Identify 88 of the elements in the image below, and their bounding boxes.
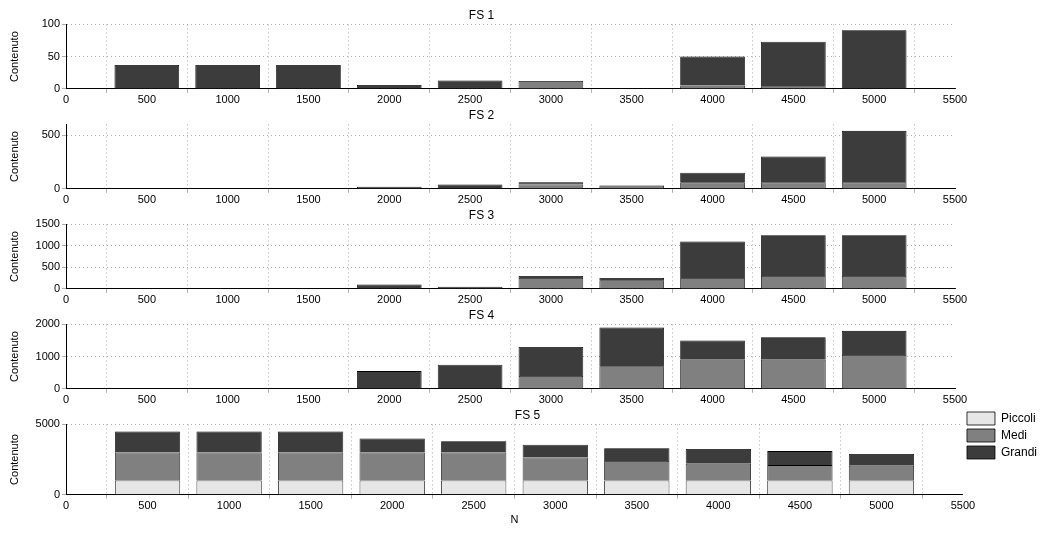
x-tick-label: 1500: [296, 93, 321, 106]
x-tick-label: 1000: [216, 499, 242, 512]
y-axis-title: Contenuto: [7, 331, 20, 382]
y-tick-label: 100: [41, 17, 60, 30]
y-tick-label: 0: [53, 81, 60, 94]
y-axis-title: Contenuto: [7, 131, 20, 182]
x-axis-title: N: [510, 513, 519, 526]
x-tick-label: 3500: [624, 499, 650, 512]
x-tick-label: 4000: [706, 499, 731, 512]
x-tick-label: 3500: [619, 93, 644, 106]
x-tick-label: 1500: [296, 393, 321, 406]
y-tick-label: 1000: [35, 349, 60, 362]
x-tick-label: 4500: [781, 193, 806, 206]
x-tick-label: 3000: [538, 93, 564, 106]
x-tick-label: 4000: [700, 93, 725, 106]
legend-label: Medi: [1000, 427, 1027, 442]
x-tick-label: 1500: [298, 499, 323, 512]
y-tick-label: 500: [41, 260, 60, 273]
x-tick-label: 1500: [296, 293, 321, 306]
x-tick-label: 1000: [215, 193, 240, 206]
x-tick-label: 4500: [781, 393, 806, 406]
x-tick-label: 4000: [700, 293, 725, 306]
x-tick-label: 3000: [538, 293, 564, 306]
y-tick-label: 5000: [35, 417, 60, 430]
x-tick-label: 4000: [700, 393, 725, 406]
x-tick-label: 500: [137, 393, 156, 406]
x-tick-label: 2000: [377, 93, 402, 106]
x-tick-label: 5000: [861, 293, 887, 306]
y-axis-title: Contenuto: [7, 434, 20, 485]
y-tick-label: 500: [41, 128, 60, 141]
x-tick-label: 2500: [461, 499, 486, 512]
x-tick-label: 1500: [296, 193, 321, 206]
y-tick-label: 2000: [35, 317, 60, 330]
chart-title: FS 1: [468, 7, 495, 22]
x-tick-label: 4000: [700, 193, 725, 206]
x-tick-label: 500: [137, 93, 156, 106]
x-tick-label: 3000: [543, 499, 568, 512]
x-tick-label: 4500: [781, 293, 806, 306]
x-tick-label: 1000: [215, 393, 240, 406]
x-tick-label: 4500: [787, 499, 813, 512]
y-axis-title: Contenuto: [7, 31, 20, 82]
legend-label: Grandi: [1000, 444, 1038, 459]
x-tick-label: 3000: [538, 193, 564, 206]
x-tick-label: 5500: [942, 193, 968, 206]
x-tick-label: 500: [137, 293, 156, 306]
x-tick-label: 0: [62, 193, 70, 206]
x-tick-label: 5000: [869, 499, 894, 512]
x-tick-label: 2500: [457, 293, 483, 306]
x-tick-label: 500: [138, 499, 157, 512]
chart-title: FS 2: [468, 107, 495, 122]
x-tick-label: 3500: [619, 193, 644, 206]
x-tick-label: 5500: [942, 393, 968, 406]
x-tick-label: 2500: [457, 93, 483, 106]
x-tick-label: 2500: [457, 193, 483, 206]
chart-title: FS 4: [468, 307, 495, 322]
x-tick-label: 5000: [861, 193, 887, 206]
x-tick-label: 0: [62, 499, 70, 512]
x-tick-label: 2000: [379, 499, 405, 512]
y-tick-label: 0: [53, 487, 60, 500]
x-tick-label: 2000: [377, 293, 402, 306]
x-tick-label: 1000: [215, 293, 240, 306]
y-axis-title: Contenuto: [7, 231, 20, 282]
y-tick-label: 0: [53, 381, 60, 394]
chart-title: FS 3: [468, 207, 495, 222]
x-tick-label: 2000: [377, 193, 402, 206]
x-tick-label: 500: [137, 193, 156, 206]
y-tick-label: 0: [53, 281, 60, 294]
y-tick-label: 1000: [35, 238, 60, 251]
x-tick-label: 4500: [781, 93, 806, 106]
chart-title: FS 5: [514, 407, 541, 422]
x-tick-label: 5000: [861, 93, 887, 106]
x-tick-label: 0: [62, 93, 70, 106]
x-tick-label: 3500: [619, 293, 644, 306]
x-tick-label: 0: [62, 293, 70, 306]
y-tick-label: 50: [47, 49, 60, 62]
x-tick-label: 1000: [215, 93, 240, 106]
x-tick-label: 5500: [942, 93, 968, 106]
x-tick-label: 0: [62, 393, 70, 406]
x-tick-label: 3500: [619, 393, 644, 406]
x-tick-label: 5500: [950, 499, 976, 512]
x-tick-label: 2000: [377, 393, 402, 406]
x-tick-label: 2500: [457, 393, 483, 406]
y-tick-label: 1500: [35, 217, 60, 230]
y-tick-label: 0: [53, 181, 60, 194]
x-tick-label: 5000: [861, 393, 887, 406]
legend-label: Piccoli: [1000, 410, 1036, 425]
x-tick-label: 3000: [538, 393, 564, 406]
x-tick-label: 5500: [942, 293, 968, 306]
